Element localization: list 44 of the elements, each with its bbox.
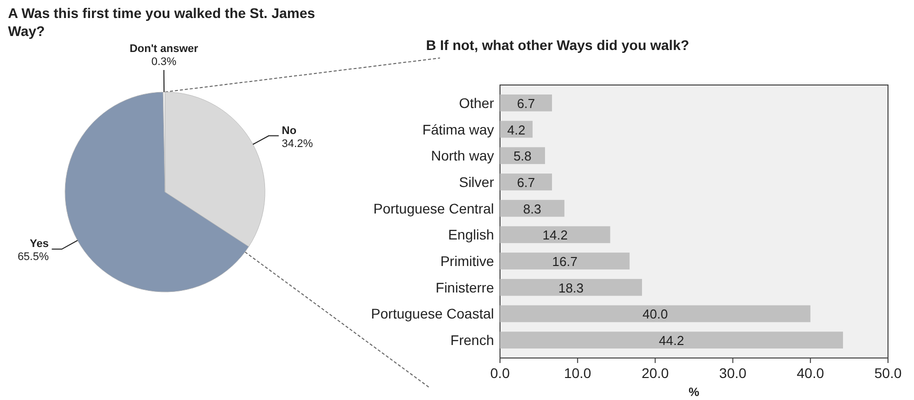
slice-label: No: [282, 124, 297, 137]
y-tick-label: Silver: [458, 174, 494, 190]
data-label: 4.2: [507, 122, 526, 138]
x-tick-label: 10.0: [564, 365, 592, 381]
y-tick-label: North way: [430, 148, 494, 164]
x-tick-label: 50.0: [874, 365, 902, 381]
chart-title: A Was this first time you walked the St. James Way?: [8, 5, 316, 39]
bar: [500, 332, 843, 349]
data-label: 14.2: [542, 228, 568, 243]
x-tick-label: 40.0: [796, 365, 824, 381]
y-tick-label: Other: [458, 94, 494, 111]
data-label: 8.3: [523, 201, 542, 216]
data-label: 18.3: [558, 280, 584, 296]
bar: [500, 278, 642, 296]
y-tick-label: English: [448, 226, 494, 243]
data-label: 34.2%: [282, 138, 314, 150]
bar: [500, 252, 630, 270]
data-label: 6.7: [516, 174, 536, 190]
bar: [500, 174, 552, 190]
bar: [500, 200, 564, 217]
data-label: 16.7: [552, 254, 578, 270]
slice-label: Don't answer: [130, 43, 199, 56]
data-label: 40.0: [642, 306, 668, 322]
bar: [500, 226, 610, 244]
x-tick-label: 0.0: [490, 365, 510, 381]
x-tick-label: 20.0: [642, 365, 670, 381]
data-label: 6.7: [516, 96, 536, 111]
data-label: 5.8: [513, 148, 532, 164]
y-tick-label: Fátima way: [422, 121, 494, 138]
y-tick-label: Portuguese Coastal: [371, 306, 494, 322]
y-tick-label: French: [450, 332, 494, 348]
bar: [500, 147, 546, 164]
y-tick-label: Primitive: [440, 253, 494, 270]
x-axis-title: %: [688, 385, 700, 399]
bar: [500, 305, 810, 322]
data-label: 65.5%: [18, 251, 49, 264]
bar: [500, 94, 552, 112]
y-tick-label: Portuguese Central: [373, 200, 494, 216]
data-label: 0.3%: [151, 56, 177, 68]
slice-label: Yes: [30, 238, 49, 250]
chart-title: B If not, what other Ways did you walk?: [426, 37, 690, 53]
x-tick-label: 30.0: [719, 365, 747, 381]
data-label: 44.2: [658, 333, 684, 348]
y-tick-label: Finisterre: [436, 279, 494, 296]
